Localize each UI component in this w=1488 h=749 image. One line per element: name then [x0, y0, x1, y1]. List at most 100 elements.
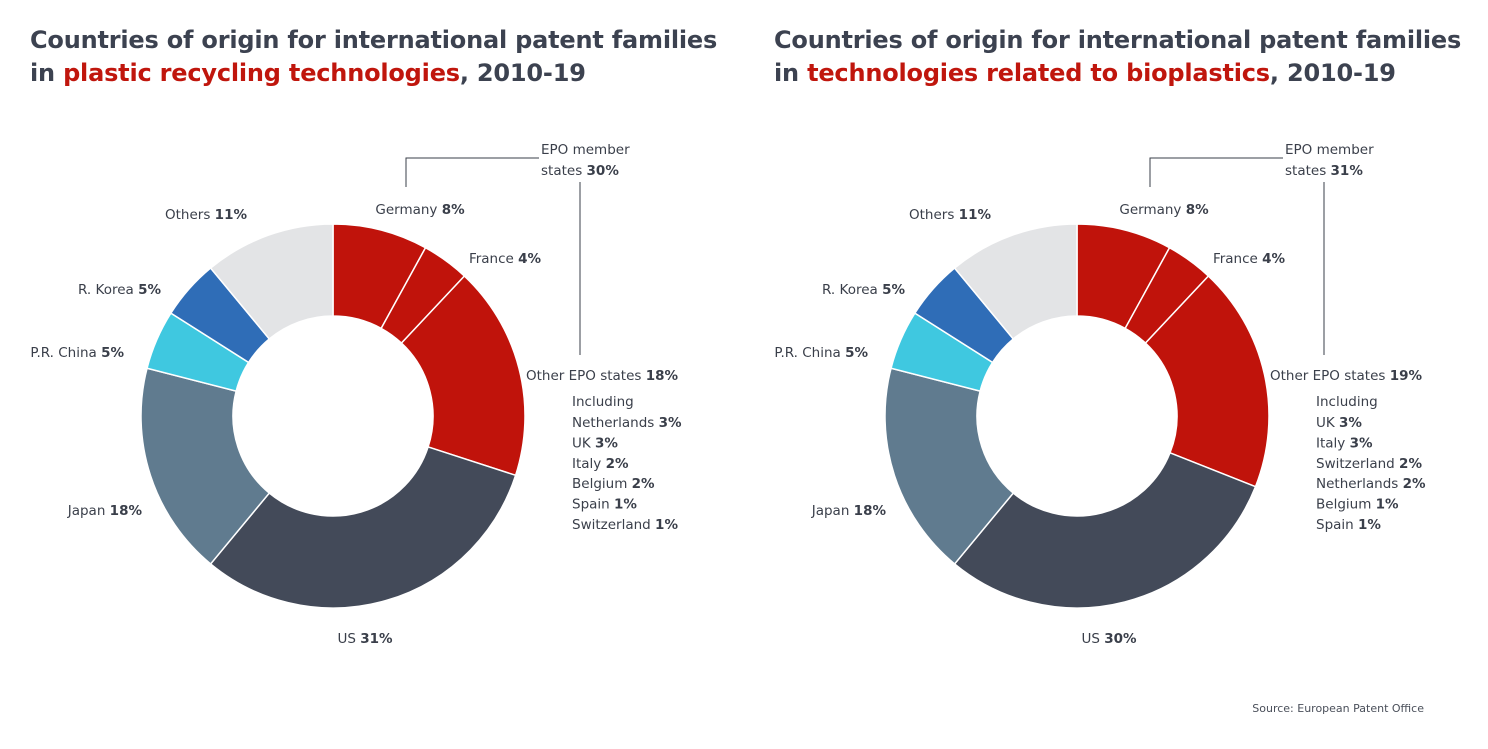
breakdown-item-value: 3% [1350, 435, 1373, 451]
slice-others [209, 223, 334, 341]
breakdown-item: Netherlands 2% [1316, 476, 1426, 492]
epo-group-value: 31% [1331, 163, 1364, 179]
label-others-value: 11% [959, 207, 992, 223]
chart-title-prefix: in [30, 59, 64, 87]
including-label: Including [572, 394, 634, 410]
chart-title-suffix: , 2010-19 [459, 59, 586, 87]
label-china-name: P.R. China [30, 345, 101, 361]
breakdown-item: Switzerland 2% [1316, 456, 1422, 472]
label-china: P.R. China 5% [30, 345, 124, 361]
slice-japan [140, 367, 271, 565]
source-note: Source: European Patent Office [1252, 702, 1424, 715]
breakdown-item: Netherlands 3% [572, 415, 682, 431]
label-other_epo-name: Other EPO states [1270, 368, 1390, 384]
label-china: P.R. China 5% [774, 345, 868, 361]
label-korea-value: 5% [138, 282, 161, 298]
breakdown-item-name: Belgium [572, 476, 632, 492]
epo-group-value-line: states 31% [1285, 163, 1363, 179]
breakdown-item-name: Spain [572, 497, 614, 513]
label-us-value: 30% [1104, 631, 1137, 647]
breakdown-item-value: 3% [1339, 415, 1362, 431]
epo-group-value-line: states 30% [541, 163, 619, 179]
breakdown-item-name: Netherlands [1316, 476, 1403, 492]
breakdown-item: UK 3% [572, 435, 618, 451]
breakdown-item: Belgium 1% [1316, 497, 1399, 513]
label-other_epo: Other EPO states 18% [526, 368, 679, 384]
breakdown-item-value: 2% [1403, 476, 1426, 492]
label-korea-value: 5% [882, 282, 905, 298]
label-japan: Japan 18% [67, 503, 143, 519]
breakdown-item: Switzerland 1% [572, 517, 678, 533]
breakdown-item-value: 1% [1376, 497, 1399, 513]
label-korea: R. Korea 5% [822, 282, 905, 298]
breakdown-item-value: 3% [595, 435, 618, 451]
breakdown-item-name: Italy [572, 456, 606, 472]
label-germany-value: 8% [442, 202, 465, 218]
breakdown-item-name: UK [572, 435, 595, 451]
chart-panel-plastic-recycling: Germany 8% France 4% Other EPO states 18% U… [30, 24, 717, 647]
chart-title-line1: Countries of origin for international pa… [30, 26, 718, 54]
breakdown-item-name: Spain [1316, 517, 1358, 533]
label-others-value: 11% [215, 207, 248, 223]
chart-title-highlight: plastic recycling technologies [63, 59, 460, 87]
chart-title: Countries of origin for international pa… [30, 24, 717, 90]
breakdown-item-name: Netherlands [572, 415, 659, 431]
label-others-name: Others [909, 207, 959, 223]
label-other_epo-name: Other EPO states [526, 368, 646, 384]
label-us-name: US [337, 631, 360, 647]
chart-title-prefix: in [774, 59, 808, 87]
donut-chart-plastic-recycling: Germany 8% France 4% Other EPO states 18% U… [30, 142, 682, 647]
breakdown-item-value: 2% [606, 456, 629, 472]
label-japan: Japan 18% [811, 503, 887, 519]
breakdown-item-value: 1% [614, 497, 637, 513]
breakdown-item-value: 1% [1358, 517, 1381, 533]
slice-others [953, 223, 1078, 341]
label-china-value: 5% [101, 345, 124, 361]
label-korea-name: R. Korea [822, 282, 882, 298]
label-germany: Germany 8% [1119, 202, 1209, 218]
donut-chart-bioplastics: Germany 8% France 4% Other EPO states 19% U… [774, 142, 1426, 647]
epo-group-value: 30% [587, 163, 620, 179]
epo-bracket-line [1149, 157, 1283, 187]
breakdown-item: Spain 1% [1316, 517, 1381, 533]
epo-group-label: EPO member [541, 142, 630, 158]
including-label: Including [1316, 394, 1378, 410]
breakdown-item: Spain 1% [572, 497, 637, 513]
label-japan-name: Japan [67, 503, 110, 519]
chart-panel-bioplastics: Germany 8% France 4% Other EPO states 19% U… [744, 0, 1488, 749]
label-france-value: 4% [1262, 251, 1285, 267]
label-germany-name: Germany [375, 202, 441, 218]
epo-group-label2: states [1285, 163, 1331, 179]
label-japan-value: 18% [110, 503, 143, 519]
breakdown-item: Italy 3% [1316, 435, 1373, 451]
label-korea-name: R. Korea [78, 282, 138, 298]
epo-group-label2: states [541, 163, 587, 179]
breakdown-item: Italy 2% [572, 456, 629, 472]
slice-other_epo [400, 274, 526, 477]
label-china-value: 5% [845, 345, 868, 361]
label-japan-name: Japan [811, 503, 854, 519]
breakdown-item: UK 3% [1316, 415, 1362, 431]
chart-title: Countries of origin for international pa… [774, 24, 1461, 90]
label-us: US 31% [337, 631, 393, 647]
breakdown-item-value: 3% [659, 415, 682, 431]
label-us: US 30% [1081, 631, 1137, 647]
breakdown-item-name: Italy [1316, 435, 1350, 451]
breakdown-item: Belgium 2% [572, 476, 655, 492]
label-us-name: US [1081, 631, 1104, 647]
slice-us [209, 445, 517, 609]
breakdown-item-value: 1% [655, 517, 678, 533]
breakdown-item-value: 2% [632, 476, 655, 492]
label-korea: R. Korea 5% [78, 282, 161, 298]
chart-title-suffix: , 2010-19 [1269, 59, 1396, 87]
label-others-name: Others [165, 207, 215, 223]
label-us-value: 31% [360, 631, 393, 647]
breakdown-item-name: UK [1316, 415, 1339, 431]
epo-group-label: EPO member [1285, 142, 1374, 158]
breakdown-item-name: Switzerland [572, 517, 655, 533]
slice-us [953, 451, 1257, 609]
label-france: France 4% [469, 251, 542, 267]
chart-title-highlight: technologies related to bioplastics [807, 59, 1270, 87]
label-france-value: 4% [518, 251, 541, 267]
chart-title-line1: Countries of origin for international pa… [774, 26, 1462, 54]
